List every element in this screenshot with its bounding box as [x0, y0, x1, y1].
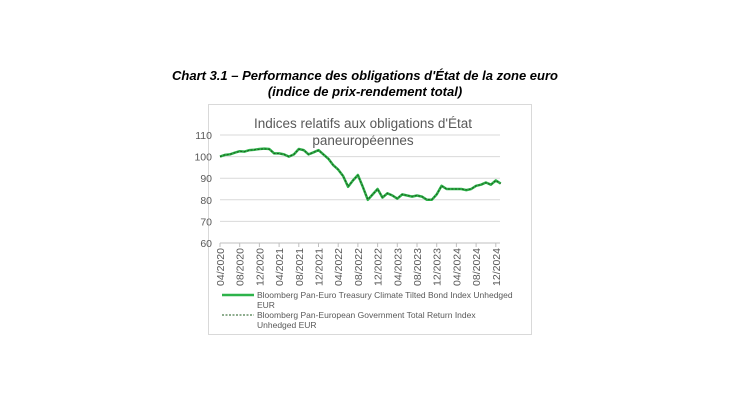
y-tick-label: 100 — [194, 152, 212, 164]
x-tick-label: 04/2021 — [274, 248, 286, 286]
x-tick-label: 08/2023 — [412, 248, 424, 286]
y-tick-label: 90 — [200, 173, 212, 185]
x-tick-label: 12/2020 — [254, 248, 266, 286]
series-line-climate-tilted — [219, 147, 502, 202]
x-tick-label: 12/2021 — [314, 248, 326, 286]
chart-caption-title: Chart 3.1 – Performance des obligations … — [172, 68, 558, 83]
x-tick-label: 08/2020 — [235, 248, 247, 286]
chart-title-line1: Indices relatifs aux obligations d'État — [254, 116, 472, 131]
x-tick-label: 04/2024 — [451, 248, 463, 286]
y-tick-label: 60 — [200, 238, 212, 250]
x-tick-label: 04/2020 — [215, 248, 227, 286]
x-tick-label: 08/2022 — [353, 248, 365, 286]
chart-caption-subtitle: (indice de prix-rendement total) — [267, 84, 463, 99]
x-tick-label: 04/2023 — [392, 248, 404, 286]
legend-label-climate-tilted-1: Bloomberg Pan-Euro Treasury Climate Tilt… — [257, 290, 513, 300]
x-tick-label: 12/2023 — [432, 248, 444, 286]
x-tick-label: 08/2021 — [294, 248, 306, 286]
x-tick-label: 04/2022 — [333, 248, 345, 286]
chart-frame — [208, 104, 532, 335]
y-tick-label: 80 — [200, 195, 212, 207]
x-tick-label: 08/2024 — [471, 248, 483, 286]
x-tick-label: 12/2024 — [491, 248, 503, 286]
legend-label-pan-european-2: Unhedged EUR — [257, 320, 317, 330]
legend-label-pan-european-1: Bloomberg Pan-European Government Total … — [257, 310, 476, 320]
y-tick-label: 110 — [195, 130, 212, 142]
y-tick-label: 70 — [200, 216, 212, 228]
legend-label-climate-tilted-2: EUR — [257, 300, 275, 310]
chart-title-line2: paneuropéennes — [312, 133, 414, 148]
x-tick-label: 12/2022 — [373, 248, 385, 286]
